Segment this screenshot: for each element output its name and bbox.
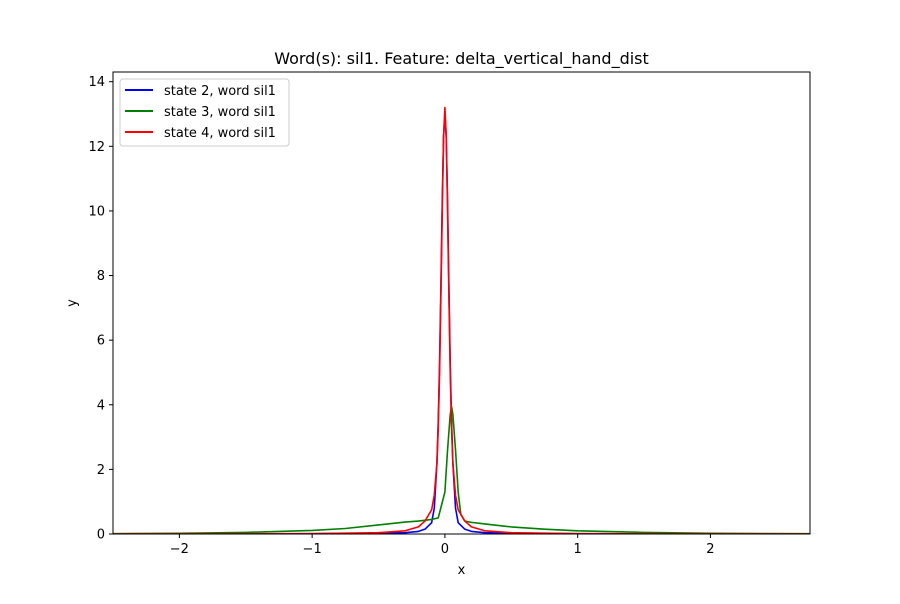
x-tick-label: 0 — [441, 542, 449, 557]
legend-entry-label: state 3, word sil1 — [164, 105, 276, 120]
chart-title: Word(s): sil1. Feature: delta_vertical_h… — [274, 49, 649, 69]
x-axis: −2 −1 0 1 2 — [170, 534, 715, 557]
y-tick-label: 4 — [97, 398, 105, 413]
series-layer — [113, 106, 810, 534]
y-tick-label: 12 — [88, 140, 105, 155]
y-tick-label: 10 — [88, 204, 105, 219]
y-tick-label: 2 — [97, 463, 105, 478]
x-tick-label: −2 — [170, 542, 189, 557]
y-axis: 0 2 4 6 8 10 12 14 — [88, 75, 113, 543]
series-line-3 — [113, 106, 810, 534]
y-tick-label: 6 — [97, 334, 105, 349]
legend-box — [119, 78, 290, 147]
y-tick-label: 14 — [88, 75, 105, 90]
x-tick-label: 2 — [706, 542, 714, 557]
plot-frame — [112, 71, 811, 535]
legend-entry-label: state 4, word sil1 — [164, 126, 276, 141]
legend-entry-label: state 2, word sil1 — [164, 84, 276, 99]
y-tick-label: 8 — [97, 269, 105, 284]
y-axis-label: y — [65, 299, 80, 307]
legend: state 2, word sil1 state 3, word sil1 stat… — [119, 78, 290, 147]
x-axis-label: x — [458, 563, 466, 578]
y-tick-label: 0 — [97, 528, 105, 543]
x-tick-label: 1 — [574, 542, 582, 557]
x-tick-label: −1 — [303, 542, 322, 557]
